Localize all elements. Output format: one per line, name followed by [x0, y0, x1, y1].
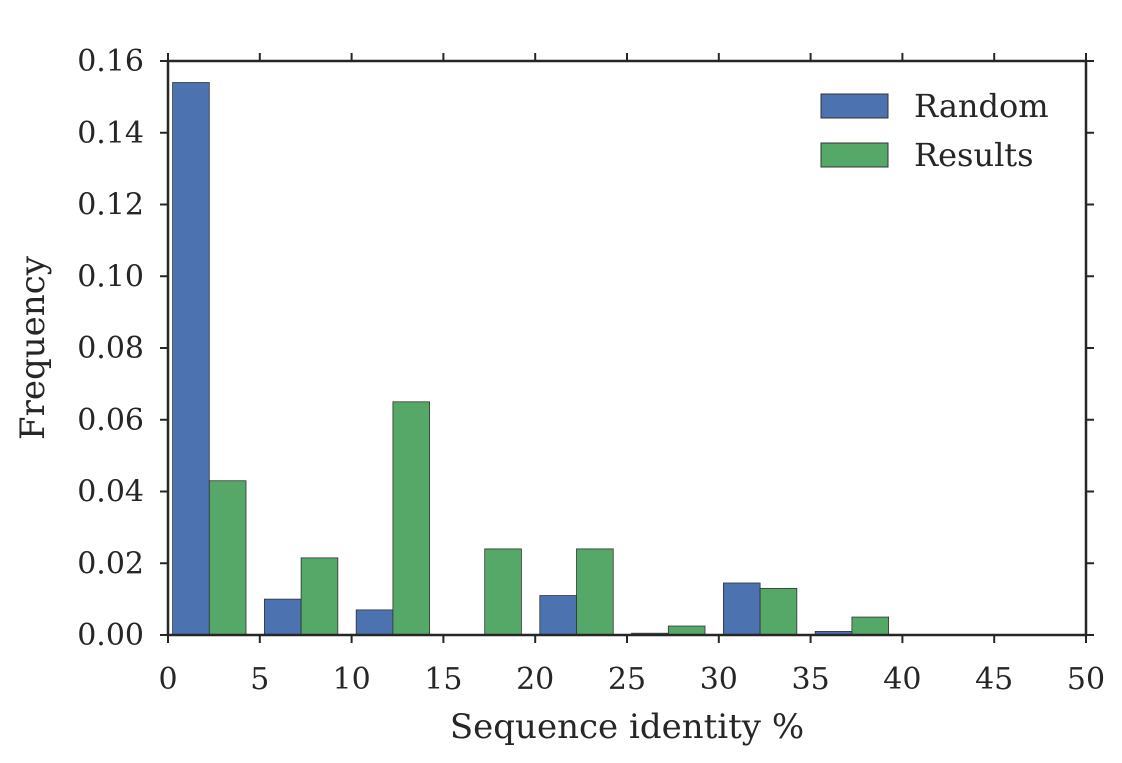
x-tick-label-5: 25: [608, 662, 646, 697]
bar-results-bin-2: [392, 401, 431, 636]
legend-swatch-random: [820, 93, 889, 119]
legend: Random Results: [820, 87, 1049, 174]
bar-results-bin-6: [759, 587, 798, 636]
x-tick-label-0: 0: [158, 662, 177, 697]
bar-random-bin-2: [355, 609, 394, 636]
y-tick-label-1: 0.02: [77, 546, 144, 581]
x-tick-label-4: 20: [516, 662, 554, 697]
bar-random-bin-1: [263, 598, 302, 636]
x-tick-label-8: 40: [883, 662, 921, 697]
x-tick-label-3: 15: [424, 662, 462, 697]
x-axis-label: Sequence identity %: [450, 707, 804, 747]
x-tick-label-2: 10: [333, 662, 371, 697]
x-tick-label-6: 30: [700, 662, 738, 697]
bar-results-bin-1: [300, 557, 339, 636]
x-tick-label-9: 45: [975, 662, 1013, 697]
y-tick-label-8: 0.16: [77, 44, 144, 79]
legend-label-results: Results: [914, 136, 1034, 174]
bar-random-bin-0: [172, 82, 210, 636]
bar-random-bin-6: [722, 582, 761, 636]
bar-results-bin-3: [484, 548, 522, 636]
x-tick-label-7: 35: [792, 662, 830, 697]
bar-random-bin-4: [539, 595, 577, 636]
y-tick-label-5: 0.10: [77, 259, 144, 294]
y-tick-label-2: 0.04: [77, 475, 144, 510]
y-tick-label-3: 0.06: [77, 403, 144, 438]
bar-results-bin-4: [576, 548, 614, 636]
legend-swatch-results: [820, 142, 889, 168]
bar-results-bin-0: [208, 480, 247, 636]
y-tick-label-4: 0.08: [77, 331, 144, 366]
legend-label-random: Random: [914, 87, 1049, 125]
bar-results-bin-7: [851, 616, 890, 636]
x-tick-label-1: 5: [250, 662, 269, 697]
y-tick-label-6: 0.12: [77, 188, 144, 223]
plot-frame: [166, 59, 1088, 637]
y-tick-label-0: 0.00: [77, 618, 144, 653]
ticks-group: [160, 53, 1094, 643]
bars-group: [172, 82, 890, 636]
y-axis-label: Frequency: [13, 255, 53, 440]
tick-labels-group: 0 5 10 15 20 25 30 35 40 45 50 0.00 0.02 0.04 0.06 0.08…: [77, 44, 1105, 697]
bar-results-bin-5: [667, 625, 706, 636]
y-tick-label-7: 0.14: [77, 116, 144, 151]
x-tick-label-10: 50: [1067, 662, 1105, 697]
